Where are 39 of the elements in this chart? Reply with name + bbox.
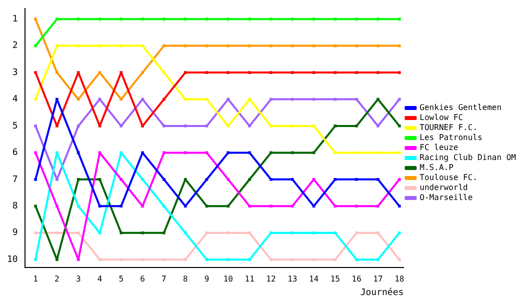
x-tick-label: 7 [162, 274, 167, 284]
legend-label: underworld [420, 183, 468, 192]
x-tick-label: 14 [308, 274, 319, 284]
x-tick-label: 5 [118, 274, 124, 284]
x-tick-label: 6 [140, 274, 146, 284]
x-tick-label: 17 [373, 274, 383, 284]
legend-label: M.S.A.P [420, 163, 454, 172]
x-tick-label: 9 [204, 274, 210, 284]
x-tick-label: 16 [352, 274, 362, 284]
x-tick-label: 8 [182, 274, 188, 284]
x-tick-label: 3 [76, 274, 81, 284]
y-tick-label: 9 [12, 228, 18, 238]
x-axis-title: Journées [360, 286, 404, 298]
x-tick-label: 10 [223, 274, 234, 284]
x-tick-label: 15 [330, 274, 340, 284]
legend-label: Genkies Gentlemen [420, 103, 502, 112]
y-tick-label: 8 [12, 201, 18, 212]
legend-label: Lowlow FC [420, 113, 464, 122]
y-tick-label: 5 [12, 121, 18, 132]
y-tick-label: 3 [12, 68, 18, 78]
y-tick-label: 6 [12, 148, 18, 158]
y-tick-label: 7 [12, 174, 18, 185]
legend-label: O-Marseille [420, 193, 473, 202]
legend-label: Racing Club Dinan OM [420, 153, 516, 162]
x-tick-label: 13 [288, 274, 298, 284]
legend-label: TOURNEF F.C. [420, 123, 478, 132]
y-tick-label: 10 [6, 254, 18, 265]
legend-label: Toulouse FC. [420, 173, 478, 182]
x-tick-label: 11 [244, 274, 255, 284]
legend-label: FC leuze [420, 143, 458, 152]
x-tick-label: 4 [97, 274, 102, 284]
y-tick-label: 2 [12, 41, 18, 52]
x-tick-label: 12 [266, 274, 276, 284]
y-tick-label: 1 [12, 14, 18, 24]
x-tick-label: 1 [33, 274, 38, 284]
x-tick-label: 18 [394, 274, 404, 284]
y-tick-label: 4 [12, 94, 18, 105]
x-tick-label: 2 [54, 274, 60, 284]
legend-label: Les Patronuls [420, 133, 482, 142]
